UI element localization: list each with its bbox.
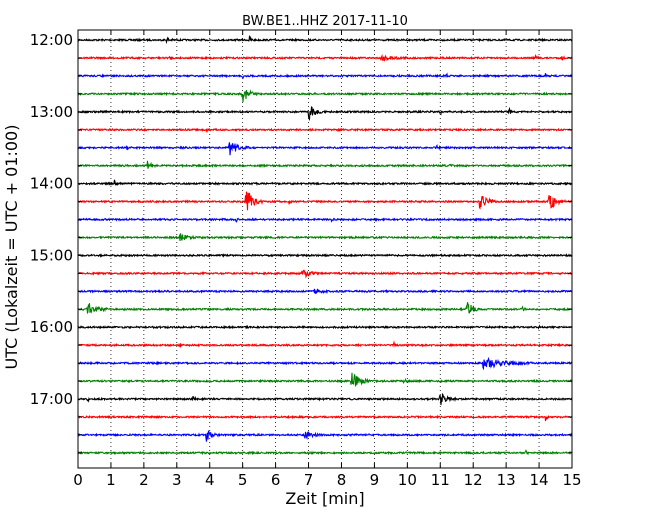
x-tick-label: 13 — [497, 471, 516, 489]
trace-1530 — [77, 288, 573, 295]
x-tick-label: 12 — [464, 471, 483, 489]
trace-1545 — [77, 302, 573, 314]
x-tick-label: 8 — [337, 471, 347, 489]
x-tick-label: 5 — [238, 471, 248, 489]
y-tick-label: 12:00 — [30, 31, 73, 49]
trace-1315 — [77, 127, 573, 134]
trace-1430 — [77, 217, 573, 223]
x-tick-label: 6 — [271, 471, 281, 489]
trace-1715 — [77, 414, 573, 422]
trace-1515 — [77, 269, 573, 279]
chart-title: BW.BE1..HHZ 2017-11-10 — [242, 14, 408, 29]
trace-1400 — [77, 179, 573, 187]
trace-1700 — [78, 392, 573, 406]
y-axis-label: UTC (Lokalzeit = UTC + 01:00) — [2, 125, 21, 370]
x-tick-label: 1 — [106, 471, 116, 489]
x-tick-label: 3 — [172, 471, 182, 489]
trace-1415 — [77, 191, 573, 211]
trace-1230 — [77, 72, 573, 80]
trace-1330 — [77, 142, 572, 156]
x-tick-label: 9 — [370, 471, 380, 489]
trace-1245 — [77, 89, 573, 103]
x-tick-label: 7 — [304, 471, 314, 489]
trace-1630 — [77, 356, 573, 371]
x-tick-label: 15 — [562, 471, 581, 489]
x-axis-label: Zeit [min] — [285, 489, 364, 508]
trace-1730 — [77, 430, 573, 442]
trace-1600 — [77, 324, 573, 330]
trace-1300 — [77, 106, 573, 122]
y-tick-label: 14:00 — [30, 175, 73, 193]
plot-frame — [77, 29, 573, 469]
trace-1645 — [77, 372, 573, 387]
x-tick-label: 11 — [431, 471, 450, 489]
x-tick-label: 2 — [139, 471, 149, 489]
trace-1200 — [77, 35, 573, 45]
trace-1500 — [78, 253, 573, 258]
trace-1615 — [77, 340, 573, 349]
y-tick-label: 17:00 — [30, 390, 73, 408]
x-tick-label: 4 — [205, 471, 215, 489]
trace-1745 — [77, 449, 573, 456]
x-tick-label: 10 — [398, 471, 417, 489]
y-tick-label: 16:00 — [30, 318, 73, 336]
axis-ticks: 0 1 2 3 4 5 6 7 8 9 10 11 12 13 14 1512:0013:0014:0015:… — [30, 30, 582, 489]
trace-1215 — [77, 53, 573, 62]
trace-group — [77, 35, 573, 456]
x-tick-label: 0 — [73, 471, 83, 489]
y-tick-label: 13:00 — [30, 103, 73, 121]
trace-1345 — [77, 160, 573, 169]
trace-1445 — [78, 233, 573, 242]
x-tick-label: 14 — [530, 471, 549, 489]
y-tick-label: 15:00 — [30, 246, 73, 264]
